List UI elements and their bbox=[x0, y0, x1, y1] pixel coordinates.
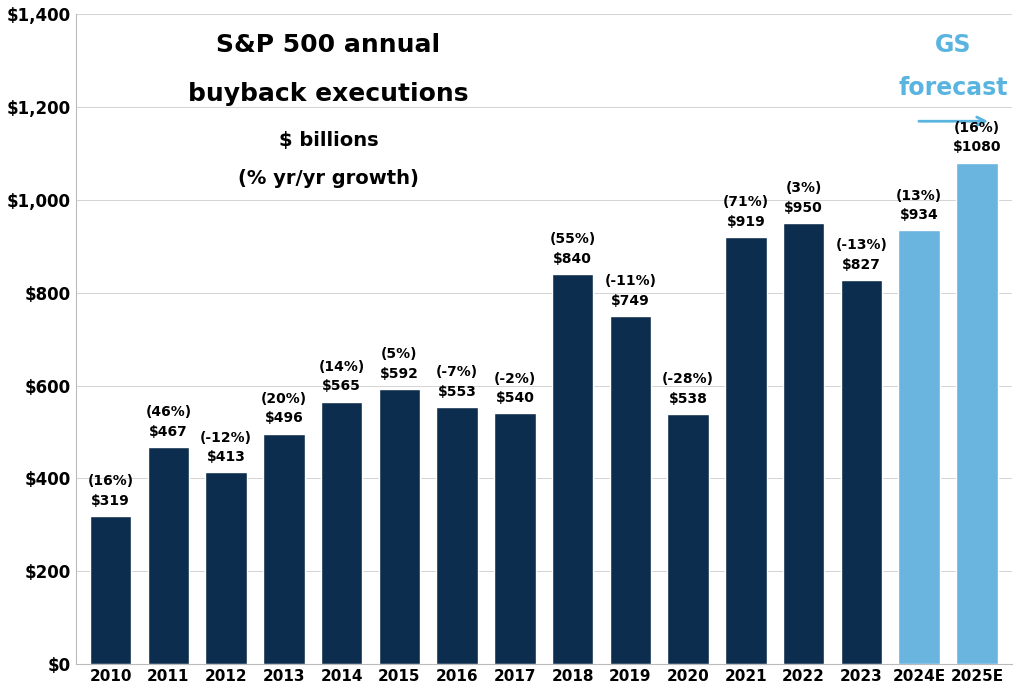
Text: (% yr/yr growth): (% yr/yr growth) bbox=[239, 169, 419, 188]
Bar bbox=[321, 401, 362, 664]
Text: forecast: forecast bbox=[899, 76, 1009, 100]
Text: (71%): (71%) bbox=[723, 196, 769, 209]
Text: (3%): (3%) bbox=[785, 181, 822, 195]
Text: $840: $840 bbox=[553, 252, 592, 265]
Text: $540: $540 bbox=[496, 391, 535, 405]
Bar bbox=[841, 280, 882, 664]
Text: $919: $919 bbox=[726, 215, 765, 229]
Text: $467: $467 bbox=[148, 425, 187, 439]
Text: (-12%): (-12%) bbox=[200, 430, 252, 444]
Bar bbox=[147, 447, 189, 664]
Bar bbox=[263, 434, 304, 664]
Text: (55%): (55%) bbox=[550, 232, 596, 246]
Text: $950: $950 bbox=[784, 200, 823, 215]
Bar bbox=[668, 415, 709, 664]
Text: (5%): (5%) bbox=[381, 348, 418, 361]
Text: (-7%): (-7%) bbox=[436, 366, 478, 379]
Text: $496: $496 bbox=[264, 411, 303, 426]
Text: (20%): (20%) bbox=[261, 392, 307, 406]
Text: $538: $538 bbox=[669, 392, 708, 406]
Text: $592: $592 bbox=[380, 367, 419, 381]
Bar bbox=[552, 274, 593, 664]
Text: (-2%): (-2%) bbox=[494, 372, 536, 386]
Text: (-28%): (-28%) bbox=[663, 372, 714, 386]
Text: $934: $934 bbox=[900, 208, 938, 222]
Text: S&P 500 annual: S&P 500 annual bbox=[216, 33, 440, 57]
Text: $553: $553 bbox=[437, 385, 476, 399]
Bar bbox=[494, 413, 536, 664]
Bar bbox=[609, 316, 651, 664]
Text: $319: $319 bbox=[91, 493, 130, 508]
Text: GS: GS bbox=[935, 33, 972, 57]
Text: (46%): (46%) bbox=[145, 406, 191, 419]
Text: $827: $827 bbox=[842, 258, 881, 272]
Bar bbox=[782, 223, 824, 664]
Text: $749: $749 bbox=[611, 294, 649, 308]
Text: (-13%): (-13%) bbox=[836, 238, 887, 252]
Bar bbox=[379, 389, 420, 664]
Text: (-11%): (-11%) bbox=[604, 274, 656, 288]
Text: (16%): (16%) bbox=[87, 474, 134, 488]
Bar bbox=[898, 230, 940, 664]
Bar bbox=[205, 473, 247, 664]
Text: $565: $565 bbox=[323, 379, 361, 393]
Bar bbox=[725, 237, 767, 664]
Text: $1080: $1080 bbox=[952, 140, 1001, 154]
Text: (14%): (14%) bbox=[318, 360, 365, 374]
Text: $ billions: $ billions bbox=[279, 131, 378, 150]
Text: buyback executions: buyback executions bbox=[188, 82, 469, 106]
Text: $413: $413 bbox=[207, 450, 246, 464]
Text: (13%): (13%) bbox=[896, 189, 942, 202]
Text: (16%): (16%) bbox=[953, 121, 999, 135]
Bar bbox=[90, 516, 131, 664]
Bar bbox=[956, 162, 997, 664]
Bar bbox=[436, 408, 478, 664]
